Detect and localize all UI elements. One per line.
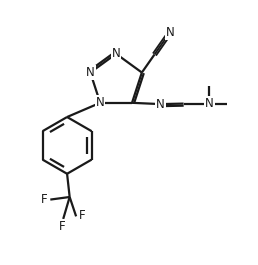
Text: F: F — [78, 209, 85, 222]
Text: N: N — [86, 66, 95, 79]
Text: F: F — [41, 193, 48, 206]
Text: N: N — [96, 96, 104, 109]
Text: F: F — [59, 220, 65, 233]
Text: N: N — [156, 98, 165, 111]
Text: N: N — [166, 26, 174, 39]
Text: N: N — [205, 97, 214, 110]
Text: N: N — [112, 47, 120, 60]
